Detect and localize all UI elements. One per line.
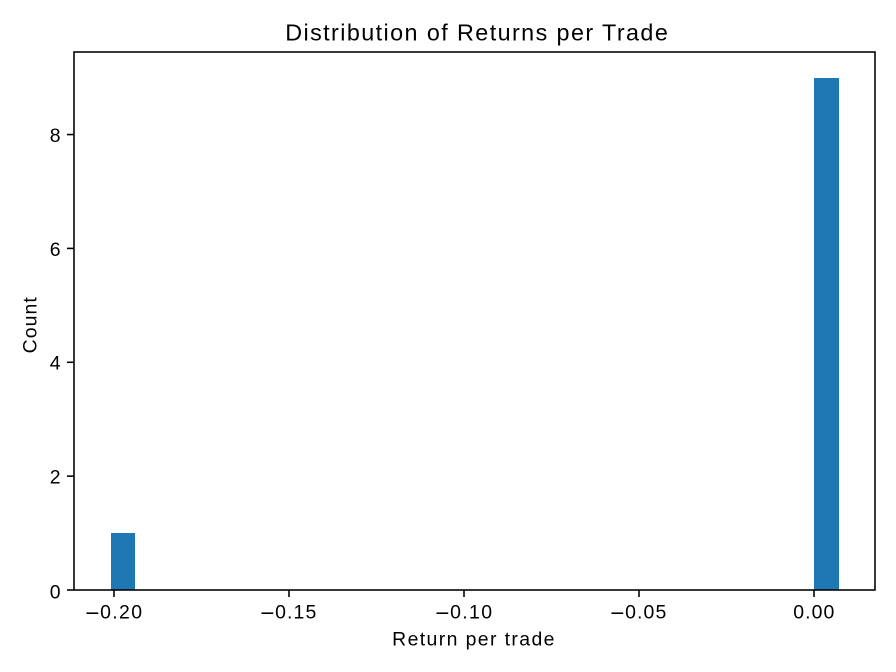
svg-text:0.15: 0.15 [275, 602, 316, 624]
svg-text:Return per trade: Return per trade [392, 629, 554, 651]
svg-text:4: 4 [50, 353, 61, 375]
svg-text:0: 0 [50, 581, 61, 603]
svg-text:Distribution of Returns per Tr: Distribution of Returns per Trade [285, 20, 668, 46]
svg-text:6: 6 [50, 239, 61, 261]
svg-text:Count: Count [20, 297, 42, 354]
svg-text:0.20: 0.20 [100, 602, 142, 624]
svg-text:0.10: 0.10 [450, 602, 492, 624]
svg-text:0.05: 0.05 [625, 602, 666, 624]
svg-text:0.00: 0.00 [793, 602, 834, 624]
svg-text:2: 2 [50, 467, 61, 489]
svg-text:8: 8 [50, 125, 61, 147]
